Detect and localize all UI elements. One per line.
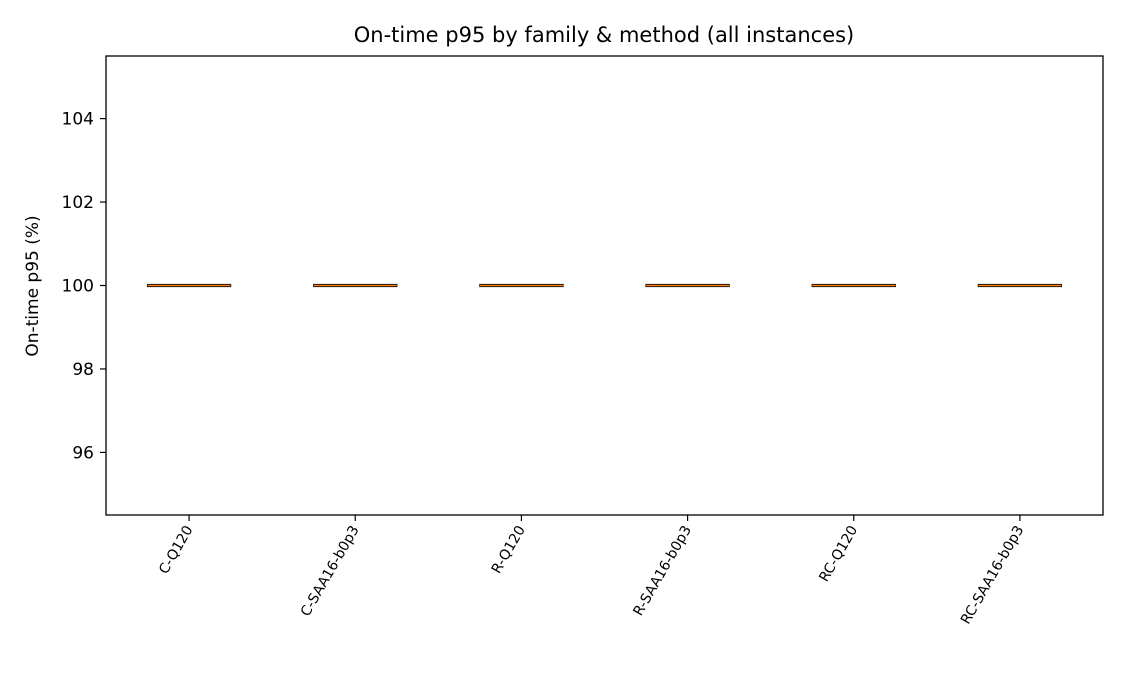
- x-tick-label: RC-Q120: [816, 523, 861, 585]
- x-tick-label: R-Q120: [489, 523, 529, 576]
- y-tick-label: 98: [72, 360, 94, 380]
- axes-frame: [105, 55, 1104, 516]
- x-tick-label: C-SAA16-b0p3: [298, 523, 363, 619]
- y-axis-label: On-time p95 (%): [23, 215, 43, 356]
- y-tick-label: 102: [62, 193, 94, 213]
- plot-area: 96 98 100 102 104 C-Q120 C-SAA16-b0p3 R-Q120 R-S…: [62, 110, 1063, 627]
- x-tick-label: R-SAA16-b0p3: [631, 523, 696, 619]
- box-rc-q120: [811, 283, 896, 288]
- y-tick-label: 104: [62, 110, 94, 130]
- x-tick-label: C-Q120: [156, 523, 196, 577]
- box-rc-saa16-b0p3: [977, 283, 1063, 288]
- box-c-saa16-b0p3: [313, 283, 398, 288]
- chart-title: On-time p95 by family & method (all inst…: [354, 23, 855, 47]
- box-c-q120: [146, 283, 232, 288]
- x-tick-label: RC-SAA16-b0p3: [958, 523, 1027, 627]
- y-tick-label: 100: [62, 277, 94, 297]
- box-r-q120: [479, 283, 564, 288]
- box-r-saa16-b0p3: [645, 283, 730, 288]
- y-tick-label: 96: [72, 443, 94, 463]
